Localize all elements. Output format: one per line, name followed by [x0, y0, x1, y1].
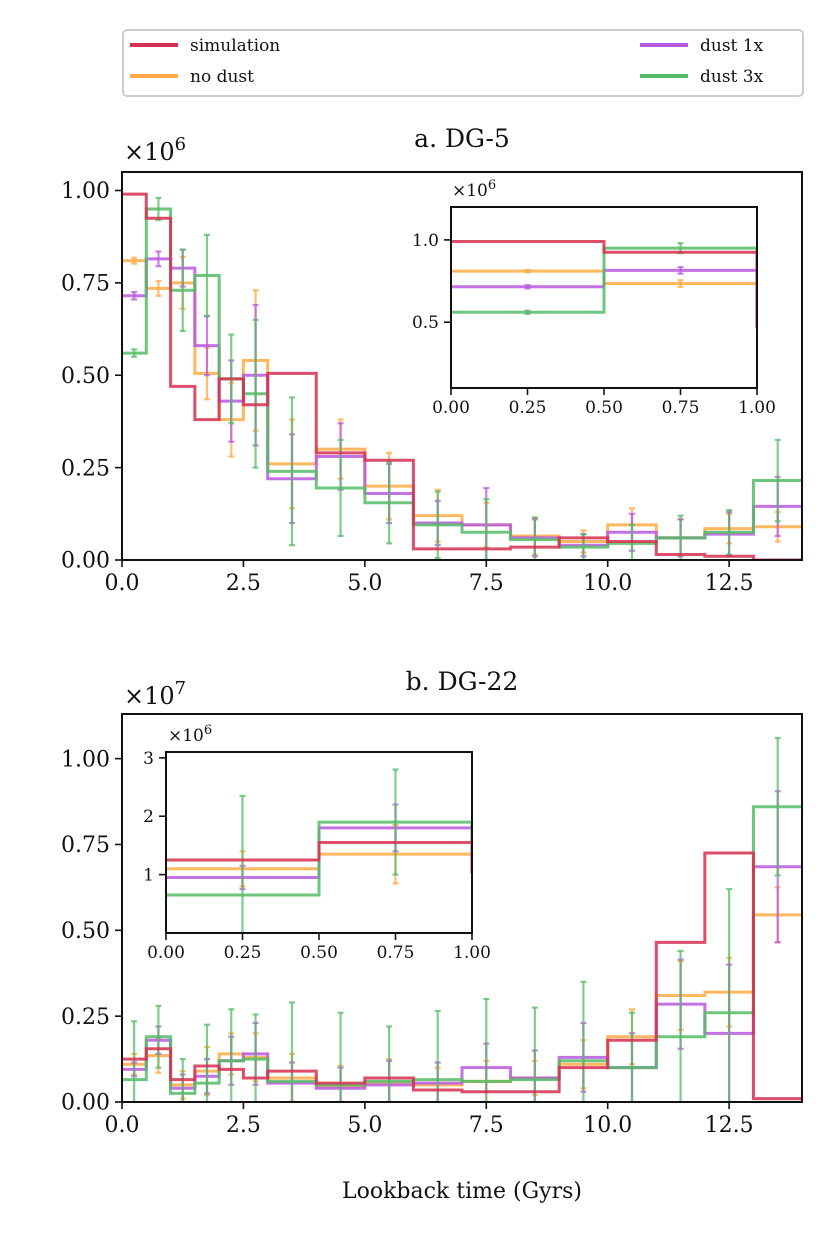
panel-a-series-group — [122, 192, 802, 560]
panel-b-scale-factor: ×107 — [124, 678, 186, 710]
panel-b-inset-ytick-label: 2 — [143, 807, 154, 827]
panel-b-ytick-label: 0.50 — [61, 919, 110, 944]
panel-a-inset: 0.00 0.25 0.50 0.75 1.00 0.5 1.0 — [412, 206, 776, 418]
panel-b: b. DG-22 ×107 0.0 2.5 5.0 7.5 10.0 12.50.000.… — [61, 667, 803, 1138]
panel-a-inset-xtick-label: 0.00 — [432, 398, 470, 418]
panel-b-inset-series-dust-3x — [166, 768, 472, 933]
panel-b-inset-series-group — [166, 768, 472, 933]
panel-a-line-simulation — [122, 192, 802, 560]
panel-a-ytick-label: 0.75 — [61, 272, 110, 297]
panel-b-inset-xtick-label: 0.75 — [377, 943, 415, 963]
legend-frame — [122, 29, 804, 97]
panel-b-ytick-label: 0.25 — [61, 1005, 110, 1030]
legend-label-no-dust: no dust — [190, 67, 254, 87]
panel-b-series-simulation — [122, 851, 802, 1101]
legend-label-simulation: simulation — [190, 36, 280, 56]
panel-b-line-simulation — [122, 851, 802, 1101]
panel-a-ytick-label: 0.50 — [61, 364, 110, 389]
panel-b-xtick-label: 0.0 — [105, 1113, 140, 1138]
legend-label-dust-3x: dust 3x — [700, 67, 764, 87]
panel-b-inset-xtick-label: 0.50 — [300, 943, 338, 963]
panel-b-xtick-label: 12.5 — [705, 1113, 754, 1138]
panel-b-inset: 0.00 0.25 0.50 0.75 1.00 1 2 3 — [143, 749, 491, 963]
panel-b-xtick-label: 2.5 — [226, 1113, 261, 1138]
panel-b-series-group — [122, 736, 802, 1102]
panel-a-inset-series-simulation — [451, 240, 757, 329]
panel-a-series-simulation — [122, 192, 802, 560]
panel-a-xtick-label: 12.5 — [705, 571, 754, 596]
panel-a-inset-series-group — [451, 240, 757, 329]
panel-a-inset-scale-factor: ×106 — [452, 178, 496, 201]
panel-b-xtick-label: 7.5 — [469, 1113, 504, 1138]
panel-a-inset-frame — [450, 206, 758, 389]
panel-a-xtick-label: 10.0 — [583, 571, 632, 596]
panel-b-inset-xtick-label: 0.25 — [224, 943, 262, 963]
panel-a-inset-ytick-label: 0.5 — [412, 313, 439, 333]
panel-a-inset-xtick-label: 0.25 — [509, 398, 547, 418]
panel-b-inset-ytick-label: 1 — [143, 866, 154, 886]
panel-a-scale-factor: ×106 — [124, 134, 186, 166]
panel-a-ytick-label: 0.25 — [61, 456, 110, 481]
legend: simulation no dust dust 1x dust 3x — [122, 29, 804, 97]
legend-entry-simulation: simulation — [130, 36, 280, 56]
panel-b-inset-xtick-label: 1.00 — [453, 943, 491, 963]
panel-a-xtick-label: 2.5 — [226, 571, 261, 596]
panel-a: a. DG-5 ×106 0.0 2.5 5.0 7.5 10.0 12.5 0.00 0.2… — [61, 124, 803, 596]
panel-b-inset-frame — [165, 751, 473, 934]
panel-a-ytick-label: 0.00 — [61, 549, 110, 574]
panel-b-frame — [121, 713, 803, 1103]
legend-entry-dust-1x: dust 1x — [640, 36, 764, 56]
panel-b-inset-line-dust-3x — [166, 820, 472, 897]
panel-a-xtick-label: 0.0 — [105, 571, 140, 596]
panel-b-inset-scale-factor: ×106 — [168, 723, 212, 746]
x-axis-label: Lookback time (Gyrs) — [342, 1179, 582, 1204]
panel-a-xtick-label: 5.0 — [347, 571, 382, 596]
panel-b-ytick-label: 0.00 — [61, 1091, 110, 1116]
panel-a-frame — [121, 171, 803, 561]
panel-b-inset-xtick-label: 0.00 — [147, 943, 185, 963]
panel-b-ytick-label: 1.00 — [61, 747, 110, 772]
panel-b-plot: 0.0 2.5 5.0 7.5 10.0 12.5 0.00 0.25 0.50 0.75 1.00 — [61, 713, 803, 1138]
panel-b-inset-line-simulation — [166, 841, 472, 874]
panel-b-inset-series-simulation — [166, 841, 472, 874]
panel-a-inset-xtick-label: 1.00 — [738, 398, 776, 418]
panel-b-xtick-label: 10.0 — [583, 1113, 632, 1138]
panel-a-inset-ytick-label: 1.0 — [412, 231, 439, 251]
legend-entry-no-dust: no dust — [130, 67, 254, 87]
panel-a-xtick-label: 7.5 — [469, 571, 504, 596]
legend-label-dust-1x: dust 1x — [700, 36, 764, 56]
panel-b-inset-ytick-label: 3 — [143, 749, 154, 769]
panel-a-plot: 0.0 2.5 5.0 7.5 10.0 12.5 0.00 0.25 0.50 0.75 1.00 — [61, 171, 803, 596]
panel-a-ytick-label: 1.00 — [61, 179, 110, 204]
panel-b-title: b. DG-22 — [406, 667, 519, 696]
legend-entry-dust-3x: dust 3x — [640, 67, 764, 87]
panel-b-xtick-label: 5.0 — [347, 1113, 382, 1138]
panel-a-inset-xtick-label: 0.75 — [662, 398, 700, 418]
panel-a-inset-line-simulation — [451, 240, 757, 329]
panel-b-ytick-label: 0.75 — [61, 833, 110, 858]
panel-a-title: a. DG-5 — [414, 124, 510, 153]
panel-a-inset-xtick-label: 0.50 — [585, 398, 623, 418]
